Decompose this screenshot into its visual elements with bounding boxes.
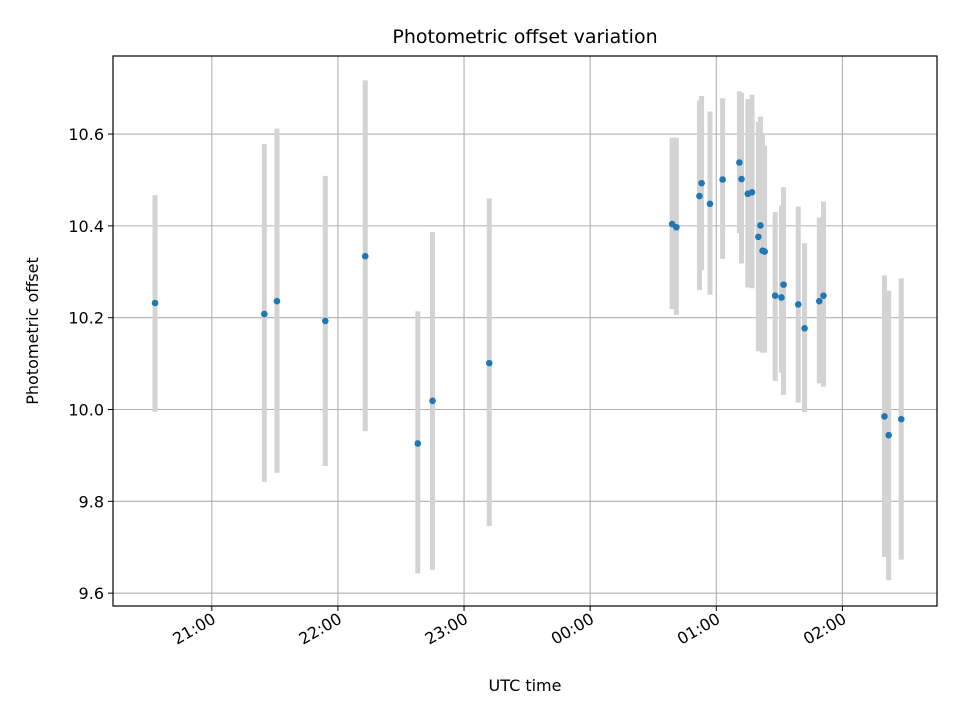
- data-point: [485, 359, 493, 367]
- data-point: [429, 397, 436, 405]
- data-point: [322, 317, 329, 325]
- y-tick-label: 10.2: [68, 309, 104, 328]
- x-tick-label: 23:00: [422, 609, 471, 649]
- x-tick-label: 21:00: [169, 609, 218, 649]
- x-tick-label: 00:00: [548, 609, 597, 649]
- y-axis-label: Photometric offset: [23, 257, 42, 405]
- data-point: [414, 440, 422, 447]
- data-point: [706, 200, 714, 208]
- data-point: [673, 223, 680, 231]
- y-tick-label: 9.8: [79, 492, 104, 511]
- x-axis-ticks: 21:00 22:00 23:00 00:00 01:00 02:00: [169, 606, 849, 649]
- data-point: [748, 189, 756, 196]
- plot-frame: [112, 55, 938, 607]
- data-point: [771, 292, 779, 299]
- data-point: [273, 297, 281, 305]
- x-tick-label: 02:00: [800, 609, 849, 649]
- data-point: [881, 413, 888, 420]
- data-point: [794, 301, 802, 308]
- data-point: [719, 176, 726, 183]
- x-tick-label: 01:00: [674, 609, 723, 649]
- y-tick-label: 10.6: [68, 125, 104, 144]
- data-point: [151, 299, 159, 307]
- data-point: [778, 294, 785, 301]
- x-tick-label: 22:00: [295, 609, 344, 649]
- chart-title: Photometric offset variation: [392, 26, 657, 48]
- data-point: [897, 415, 905, 423]
- data-point: [801, 324, 808, 332]
- data-point: [815, 297, 823, 305]
- data-point: [738, 175, 745, 183]
- data-point: [261, 310, 268, 318]
- data-point: [757, 222, 764, 229]
- data-points: [151, 159, 905, 447]
- error-bars: [152, 80, 904, 581]
- data-point: [736, 159, 743, 166]
- data-point: [761, 248, 768, 255]
- data-point: [780, 281, 787, 288]
- grid-lines: [113, 56, 937, 606]
- data-point: [885, 431, 892, 439]
- y-axis-ticks: 9.6 9.8 10.0 10.2 10.4 10.6: [68, 125, 113, 603]
- x-axis-label: UTC time: [489, 676, 562, 695]
- data-point: [820, 292, 827, 299]
- y-tick-label: 9.6: [79, 584, 104, 603]
- y-tick-label: 10.4: [68, 217, 104, 236]
- data-point: [755, 233, 762, 241]
- data-point: [361, 252, 369, 260]
- data-point: [698, 179, 705, 187]
- y-tick-label: 10.0: [68, 401, 104, 420]
- data-point: [696, 192, 703, 200]
